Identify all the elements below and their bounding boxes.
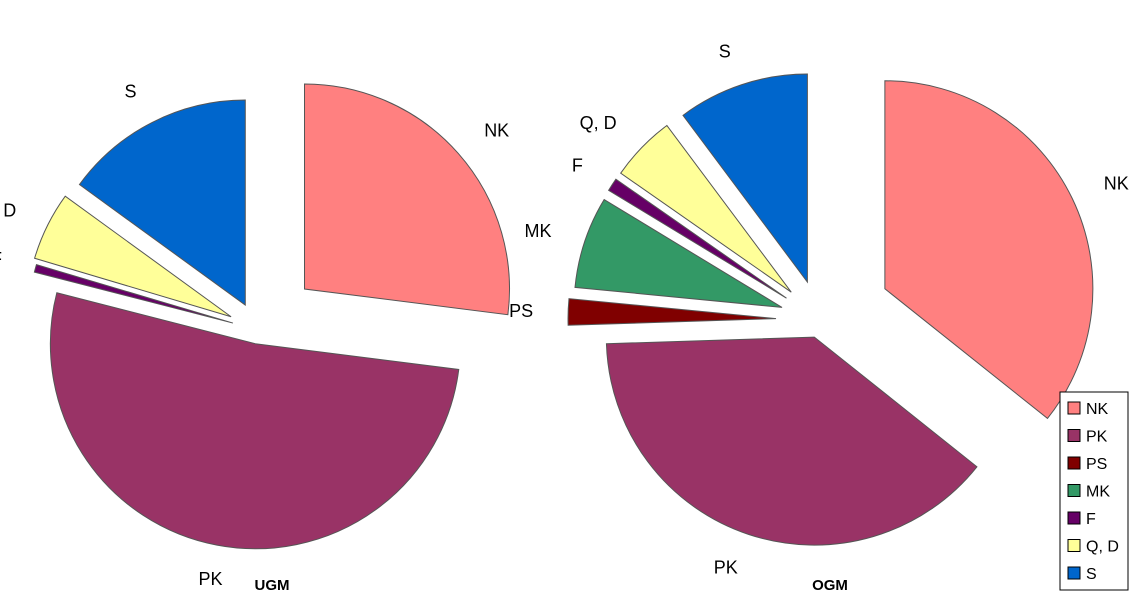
slice-label-ugm-pk: PK — [198, 569, 222, 589]
pie-slice-ogm-q-d — [619, 124, 792, 293]
legend-swatch-pk — [1067, 429, 1081, 442]
pie-slice-ogm-mk — [574, 198, 783, 308]
legend-label-f: F — [1086, 511, 1096, 528]
slice-label-ogm-f: F — [572, 156, 583, 176]
pie-slice-ogm-f — [607, 178, 787, 299]
pie-slice-ugm-s — [78, 99, 246, 307]
legend-swatch-ps — [1067, 456, 1081, 470]
pie-slice-ogm-s — [682, 73, 808, 284]
chart-title-ogm: OGM — [812, 577, 848, 594]
pie-chart-ogm: NK PK PS MK F Q, D S — [509, 42, 1129, 578]
legend-swatch-q-d — [1067, 539, 1081, 552]
slice-label-ogm-pk: PK — [714, 558, 738, 578]
pie-slice-ugm-f — [33, 264, 234, 324]
pie-slice-ogm-pk — [605, 336, 978, 546]
slice-label-ugm-f: F — [0, 249, 2, 269]
slice-label-ugm-s: S — [124, 82, 136, 102]
legend-swatch-s — [1067, 566, 1081, 580]
pie-slice-ogm-nk — [884, 80, 1094, 420]
slice-label-ogm-q-d: Q, D — [580, 113, 617, 133]
slice-label-ogm-ps: PS — [509, 301, 533, 321]
slice-label-ogm-nk: NK — [1104, 173, 1129, 193]
legend-label-pk: PK — [1086, 429, 1108, 446]
pie-slice-ugm-q-d — [33, 195, 232, 318]
legend-label-q-d: Q, D — [1086, 539, 1119, 556]
legend-label-nk: NK — [1086, 401, 1109, 418]
legend-label-s: S — [1086, 566, 1097, 583]
legend: NK PK PS MK F Q, D S — [1059, 391, 1129, 591]
legend-swatch-mk — [1067, 484, 1081, 497]
legend-swatch-f — [1067, 511, 1081, 525]
pie-chart-ugm: NK PK F Q, D S — [0, 82, 510, 589]
pie-slice-ogm-ps — [567, 298, 777, 326]
legend-swatch-nk — [1067, 401, 1081, 415]
slice-label-ugm-q-d: Q, D — [0, 201, 16, 221]
pie-slice-ugm-pk — [49, 292, 460, 550]
legend-label-mk: MK — [1086, 484, 1110, 501]
slice-label-ugm-nk: NK — [484, 121, 509, 141]
chart-title-ugm: UGM — [255, 577, 290, 594]
pie-slice-ugm-nk — [304, 83, 510, 316]
slice-label-ogm-s: S — [719, 42, 731, 62]
legend-label-ps: PS — [1086, 456, 1107, 473]
slice-label-ogm-mk: MK — [525, 221, 552, 241]
